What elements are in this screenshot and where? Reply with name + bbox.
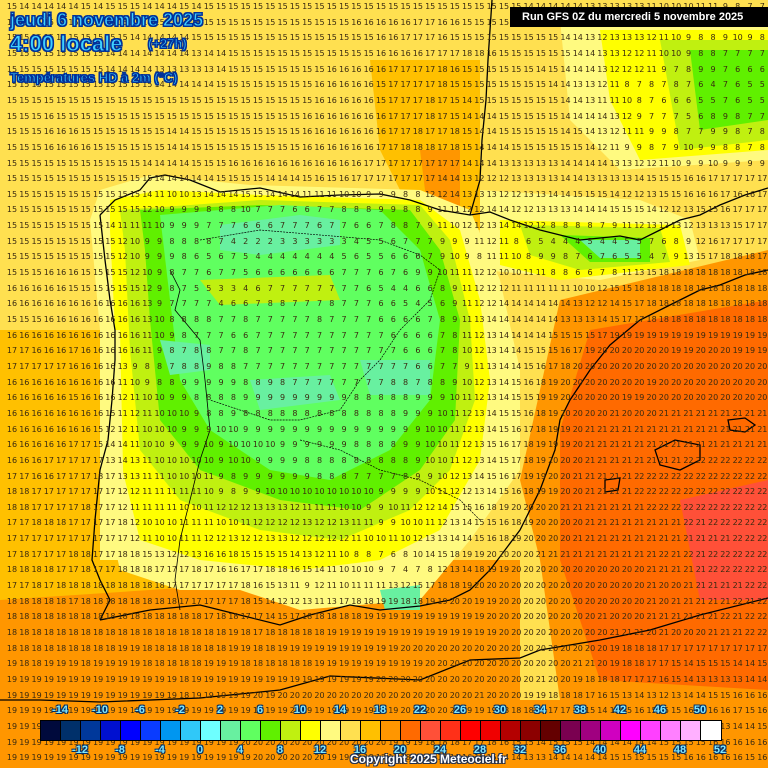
colorbar-label-top: -14: [52, 704, 68, 716]
colorbar-label-bottom: 52: [714, 744, 726, 756]
colorbar-label-top: 34: [534, 704, 546, 716]
colorbar-label-top: 50: [694, 704, 706, 716]
colorbar-swatch: [501, 721, 521, 740]
colorbar-swatch: [361, 721, 381, 740]
model-run-banner: Run GFS 0Z du mercredi 5 novembre 2025: [510, 7, 768, 27]
colorbar-swatch: [641, 721, 661, 740]
colorbar-swatch: [181, 721, 201, 740]
colorbar-label-top: 14: [334, 704, 346, 716]
colorbar-swatch: [661, 721, 681, 740]
colorbar-swatch: [341, 721, 361, 740]
colorbar-label-top: -10: [92, 704, 108, 716]
colorbar-swatch: [121, 721, 141, 740]
colorbar-swatch: [621, 721, 641, 740]
colorbar-swatch: [321, 721, 341, 740]
colorbar-swatch: [241, 721, 261, 740]
colorbar-swatch: [201, 721, 221, 740]
colorbar-swatch: [161, 721, 181, 740]
colorbar: [40, 720, 722, 741]
colorbar-label-bottom: 40: [594, 744, 606, 756]
colorbar-label-top: 46: [654, 704, 666, 716]
colorbar-swatch: [521, 721, 541, 740]
colorbar-label-bottom: 44: [634, 744, 646, 756]
colorbar-swatch: [401, 721, 421, 740]
colorbar-swatch: [681, 721, 701, 740]
colorbar-label-bottom: 12: [314, 744, 326, 756]
colorbar-label-bottom: 0: [197, 744, 203, 756]
colorbar-label-top: 38: [574, 704, 586, 716]
colorbar-swatch: [101, 721, 121, 740]
colorbar-swatch: [81, 721, 101, 740]
colorbar-swatch: [301, 721, 321, 740]
colorbar-label-top: 18: [374, 704, 386, 716]
colorbar-label-top: 10: [294, 704, 306, 716]
colorbar-label-top: 26: [454, 704, 466, 716]
colorbar-label-top: 30: [494, 704, 506, 716]
colorbar-label-bottom: -8: [115, 744, 125, 756]
colorbar-label-top: -2: [175, 704, 185, 716]
coastline-borders: [0, 0, 768, 768]
colorbar-label-top: 2: [217, 704, 223, 716]
colorbar-label-top: 42: [614, 704, 626, 716]
colorbar-swatch: [541, 721, 561, 740]
forecast-time: 4:00 locale: [10, 31, 123, 57]
colorbar-label-bottom: 36: [554, 744, 566, 756]
colorbar-swatch: [261, 721, 281, 740]
colorbar-swatch: [561, 721, 581, 740]
colorbar-swatch: [601, 721, 621, 740]
forecast-offset: (+27h): [148, 36, 187, 51]
colorbar-label-bottom: 8: [277, 744, 283, 756]
colorbar-swatch: [381, 721, 401, 740]
colorbar-swatch: [701, 721, 721, 740]
colorbar-label-bottom: -12: [72, 744, 88, 756]
colorbar-label-top: 6: [257, 704, 263, 716]
colorbar-label-bottom: 4: [237, 744, 243, 756]
colorbar-label-bottom: -4: [155, 744, 165, 756]
colorbar-swatch: [581, 721, 601, 740]
colorbar-swatch: [61, 721, 81, 740]
colorbar-label-top: 22: [414, 704, 426, 716]
weather-map: 15 14 14 14 14 14 15 14 15 15 15 14 14 14 15 14 15 15 15 15…: [0, 0, 768, 768]
colorbar-swatch: [41, 721, 61, 740]
copyright-text: Copyright 2025 Meteociel.fr: [350, 752, 507, 766]
colorbar-swatch: [141, 721, 161, 740]
colorbar-swatch: [221, 721, 241, 740]
colorbar-swatch: [421, 721, 441, 740]
colorbar-swatch: [461, 721, 481, 740]
colorbar-swatch: [481, 721, 501, 740]
parameter-title: Températures HD à 2m (°C): [10, 70, 178, 85]
colorbar-label-top: -6: [135, 704, 145, 716]
colorbar-label-bottom: 48: [674, 744, 686, 756]
forecast-date: jeudi 6 novembre 2025: [10, 10, 203, 31]
colorbar-label-bottom: 32: [514, 744, 526, 756]
colorbar-swatch: [281, 721, 301, 740]
colorbar-swatch: [441, 721, 461, 740]
